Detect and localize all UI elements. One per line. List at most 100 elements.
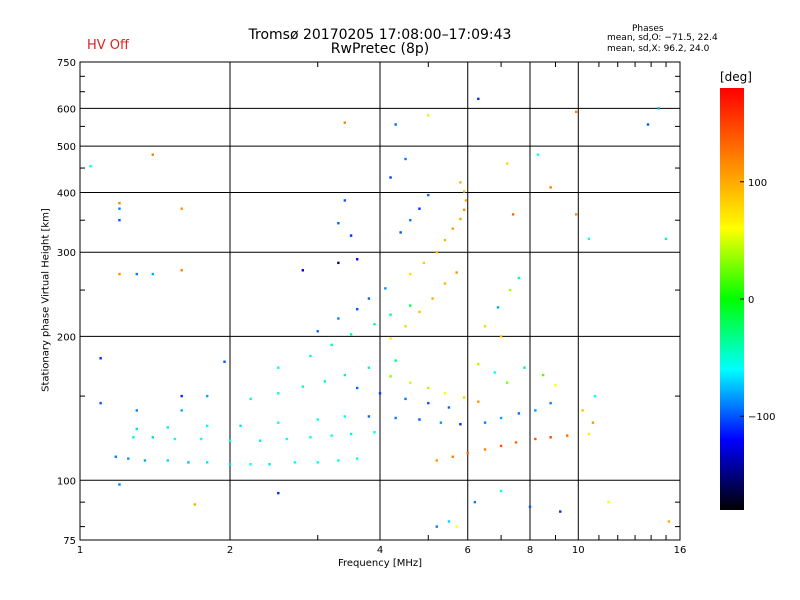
data-point: [316, 418, 319, 421]
data-point: [462, 396, 466, 399]
data-point: [657, 107, 660, 110]
data-point: [337, 222, 340, 225]
data-point: [118, 483, 121, 486]
data-point: [422, 261, 426, 265]
phase-stat-o: mean, sd,O: −71.5, 22.4: [607, 33, 718, 43]
data-point: [193, 503, 197, 506]
data-point: [459, 181, 462, 184]
data-point: [143, 459, 147, 462]
data-point: [455, 271, 458, 274]
data-point: [499, 444, 503, 448]
data-point: [223, 360, 226, 363]
data-point: [135, 409, 138, 412]
data-point: [427, 401, 430, 405]
data-point: [459, 217, 462, 221]
x-axis-label: Frequency [MHz]: [337, 558, 423, 569]
data-point: [259, 439, 262, 442]
data-point: [373, 323, 376, 326]
data-point: [496, 306, 500, 309]
y-tick-label: 500: [57, 142, 76, 153]
data-point: [394, 416, 397, 420]
colorbar-unit-label: [deg]: [720, 70, 752, 84]
phase-stat-x: mean, sd,X: 96.2, 24.0: [607, 44, 710, 54]
data-point: [443, 238, 447, 242]
data-point: [228, 439, 232, 442]
data-point: [277, 491, 280, 495]
data-point: [435, 459, 438, 462]
data-point: [499, 416, 503, 420]
data-point: [409, 219, 412, 222]
data-point: [483, 448, 487, 451]
data-point: [355, 307, 359, 311]
data-point: [549, 186, 552, 189]
data-point: [409, 272, 412, 276]
data-point: [355, 457, 359, 460]
data-point: [118, 219, 121, 222]
data-point: [277, 392, 280, 395]
grid: [80, 62, 680, 540]
data-point: [574, 213, 578, 216]
data-point: [389, 313, 392, 316]
data-point: [337, 317, 340, 320]
data-point: [309, 436, 312, 439]
data-point: [462, 190, 466, 193]
data-point: [549, 436, 552, 439]
plot-frame: [79, 61, 681, 541]
colorbar-ticks: 100 0 −100: [740, 178, 775, 423]
data-point: [268, 463, 271, 466]
data-point: [514, 441, 518, 444]
data-point: [477, 400, 480, 403]
data-point: [404, 157, 407, 161]
data-point: [646, 123, 650, 126]
data-point: [99, 357, 102, 360]
data-point: [228, 463, 232, 466]
data-point: [508, 288, 512, 292]
data-point: [151, 272, 155, 276]
data-point: [285, 437, 288, 441]
x-tick-label: 8: [527, 545, 533, 556]
data-point: [187, 461, 190, 464]
y-tick-label: 200: [57, 332, 76, 343]
data-point: [593, 394, 597, 398]
y-ticks: 75 100 200 300 400 500 600 750: [57, 58, 680, 547]
plot-subtitle: RwPretec (8p): [330, 41, 430, 57]
data-point: [574, 110, 578, 114]
x-tick-label: 4: [377, 545, 383, 556]
data-point: [477, 97, 480, 101]
data-point: [249, 463, 252, 466]
data-point: [451, 455, 455, 458]
data-point: [418, 310, 421, 314]
data-point: [483, 325, 487, 328]
data-point: [667, 520, 671, 523]
data-point: [205, 461, 209, 464]
data-point: [466, 451, 469, 455]
x-tick-label: 1: [77, 545, 83, 556]
colorbar-tick-label: −100: [748, 412, 775, 423]
data-point: [499, 335, 503, 338]
data-point: [343, 373, 347, 377]
data-point: [343, 199, 347, 202]
data-point: [435, 251, 438, 254]
data-point: [528, 505, 532, 509]
x-tick-label: 2: [227, 545, 233, 556]
data-point: [427, 114, 430, 117]
data-point: [316, 330, 319, 333]
colorbar-tick-label: 100: [748, 178, 767, 189]
data-point: [587, 432, 591, 436]
data-point: [384, 287, 387, 290]
data-point: [664, 237, 668, 241]
data-point: [301, 385, 305, 388]
data-point: [118, 207, 121, 210]
data-point: [404, 325, 407, 328]
colorbar-tick-label: 0: [748, 295, 754, 306]
data-point: [367, 415, 371, 418]
data-point: [473, 500, 477, 504]
data-point: [541, 373, 545, 377]
data-point: [517, 276, 521, 280]
data-point: [343, 121, 347, 124]
data-point: [151, 436, 155, 439]
data-point: [587, 237, 591, 241]
data-point: [534, 409, 537, 412]
data-point: [439, 421, 443, 424]
data-point: [367, 366, 371, 369]
